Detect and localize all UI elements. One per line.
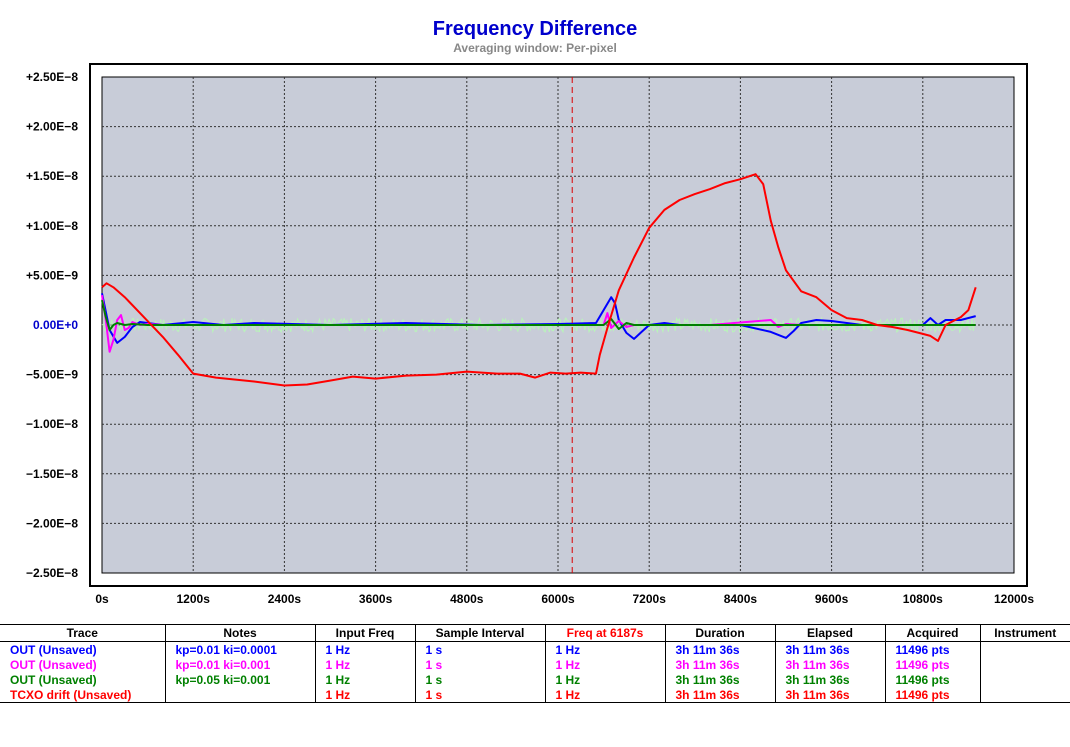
header-acquired: Acquired: [884, 624, 980, 642]
cell-notes: kp=0.05 ki=0.001: [164, 672, 315, 687]
header-freq-at-cursor: Freq at 6187s: [544, 624, 665, 642]
cell-acquired: 11496 pts: [884, 657, 980, 672]
cell-freq-at-cursor: 1 Hz: [544, 672, 665, 687]
header-input-freq: Input Freq: [314, 624, 415, 642]
cell-instrument: [979, 641, 1070, 657]
cell-duration: 3h 11m 36s: [664, 687, 775, 703]
cell-elapsed: 3h 11m 36s: [774, 641, 885, 657]
cell-sample-interval: 1 s: [414, 672, 545, 687]
cell-sample-interval: 1 s: [414, 657, 545, 672]
y-tick-label: +1.50E−8: [26, 169, 78, 183]
header-sample-interval: Sample Interval: [414, 624, 545, 642]
x-axis-labels: 0s 1200s 2400s 3600s 4800s 6000s 7200s 8400s 960…: [95, 592, 1034, 606]
cell-input-freq: 1 Hz: [314, 672, 415, 687]
y-tick-label: +1.00E−8: [26, 219, 78, 233]
trace-info-table: Trace Notes Input Freq Sample Interval F…: [0, 624, 1070, 703]
cell-trace: OUT (Unsaved): [0, 657, 165, 672]
x-tick-label: 7200s: [633, 592, 667, 606]
y-tick-label: −5.00E−9: [26, 368, 78, 382]
x-tick-label: 0s: [95, 592, 109, 606]
header-trace: Trace: [0, 624, 165, 642]
cell-sample-interval: 1 s: [414, 641, 545, 657]
y-tick-label: −1.00E−8: [26, 417, 78, 431]
cell-input-freq: 1 Hz: [314, 641, 415, 657]
cell-acquired: 11496 pts: [884, 687, 980, 703]
cell-instrument: [979, 657, 1070, 672]
chart-title: Frequency Difference: [432, 18, 638, 40]
cell-trace: TCXO drift (Unsaved): [0, 687, 165, 703]
y-tick-label: −1.50E−8: [26, 467, 78, 481]
x-tick-label: 1200s: [177, 592, 211, 606]
x-tick-label: 3600s: [359, 592, 393, 606]
y-tick-label: +5.00E−9: [26, 268, 78, 282]
cell-instrument: [979, 687, 1070, 703]
cell-elapsed: 3h 11m 36s: [774, 657, 885, 672]
cell-acquired: 11496 pts: [884, 641, 980, 657]
cell-sample-interval: 1 s: [414, 687, 545, 703]
y-tick-label: +2.00E−8: [26, 120, 78, 134]
frequency-plot[interactable]: +2.50E−8 +2.00E−8 +1.50E−8 +1.00E−8 +5.00E−9…: [0, 0, 1070, 620]
x-tick-label: 10800s: [903, 592, 943, 606]
noise-band: [101, 316, 976, 334]
cell-trace: OUT (Unsaved): [0, 672, 165, 687]
y-axis-labels: +2.50E−8 +2.00E−8 +1.50E−8 +1.00E−8 +5.00E−9…: [26, 70, 78, 580]
x-tick-label: 9600s: [815, 592, 849, 606]
cell-duration: 3h 11m 36s: [664, 672, 775, 687]
cell-input-freq: 1 Hz: [314, 657, 415, 672]
series-line-3: [101, 299, 976, 331]
chart-subtitle: Averaging window: Per-pixel: [453, 41, 617, 55]
header-notes: Notes: [164, 624, 315, 642]
x-tick-label: 2400s: [268, 592, 302, 606]
cell-elapsed: 3h 11m 36s: [774, 672, 885, 687]
cell-instrument: [979, 672, 1070, 687]
series-lines: [101, 173, 977, 387]
header-elapsed: Elapsed: [774, 624, 885, 642]
series-line-4: [101, 173, 977, 387]
cell-elapsed: 3h 11m 36s: [774, 687, 885, 703]
cell-freq-at-cursor: 1 Hz: [544, 641, 665, 657]
cell-input-freq: 1 Hz: [314, 687, 415, 703]
cell-duration: 3h 11m 36s: [664, 657, 775, 672]
x-tick-label: 4800s: [450, 592, 484, 606]
y-tick-label: −2.00E−8: [26, 516, 78, 530]
cell-notes: [164, 687, 315, 703]
cell-freq-at-cursor: 1 Hz: [544, 657, 665, 672]
header-duration: Duration: [664, 624, 775, 642]
y-tick-label: +2.50E−8: [26, 70, 78, 84]
cell-duration: 3h 11m 36s: [664, 641, 775, 657]
noise-trace: [101, 316, 976, 334]
cell-trace: OUT (Unsaved): [0, 641, 165, 657]
cell-freq-at-cursor: 1 Hz: [544, 687, 665, 703]
cell-notes: kp=0.01 ki=0.001: [164, 657, 315, 672]
x-tick-label: 8400s: [724, 592, 758, 606]
y-tick-label: −2.50E−8: [26, 566, 78, 580]
table-header-row: Trace Notes Input Freq Sample Interval F…: [0, 624, 1070, 642]
x-tick-label: 6000s: [541, 592, 575, 606]
x-tick-label: 12000s: [994, 592, 1034, 606]
header-instrument: Instrument: [979, 624, 1070, 642]
y-tick-label: 0.00E+0: [33, 318, 78, 332]
cell-acquired: 11496 pts: [884, 672, 980, 687]
cell-notes: kp=0.01 ki=0.0001: [164, 641, 315, 657]
